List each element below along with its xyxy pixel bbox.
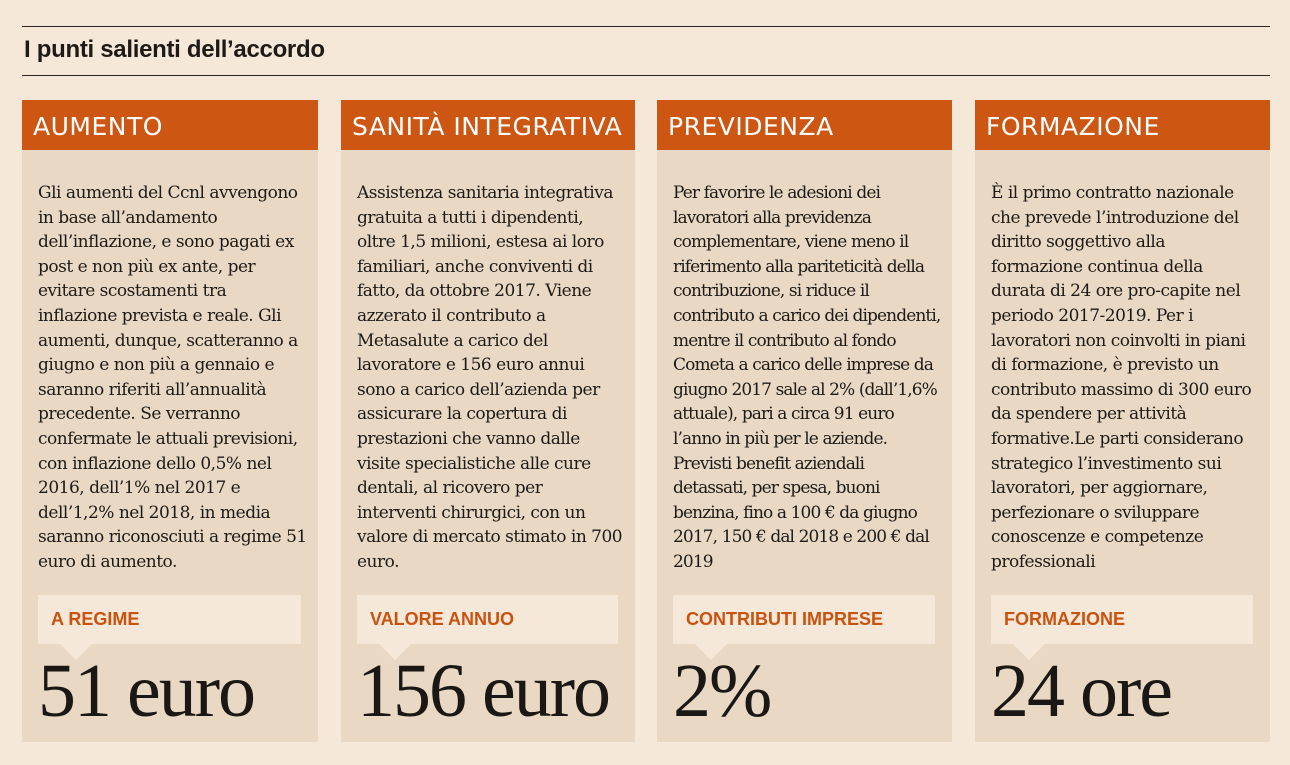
- card-sanita-integrativa: SANITÀ INTEGRATIVA Assistenza sanitaria …: [341, 100, 635, 742]
- card-aumento: AUMENTO Gli aumenti del Ccnl avvengono i…: [22, 100, 318, 742]
- card-text: Assistenza sanitaria integrativa gratuit…: [357, 183, 623, 572]
- card-text: Per favorire le adesioni dei lavoratori …: [673, 183, 941, 572]
- card-callout-label: A REGIME: [38, 595, 301, 660]
- card-key-value: 51 euro: [38, 649, 256, 733]
- card-heading: SANITÀ INTEGRATIVA: [341, 100, 635, 150]
- card-heading: FORMAZIONE: [975, 100, 1270, 150]
- card-key-value: 156 euro: [357, 649, 611, 733]
- title-rule: [22, 75, 1270, 76]
- card-key-value: 24 ore: [991, 649, 1173, 733]
- top-rule: [22, 26, 1270, 27]
- card-text: Gli aumenti del Ccnl avvengono in base a…: [38, 183, 307, 572]
- card-heading: PREVIDENZA: [657, 100, 952, 150]
- card-previdenza: PREVIDENZA Per favorire le adesioni dei …: [657, 100, 952, 742]
- card-formazione: FORMAZIONE È il primo contratto nazional…: [975, 100, 1270, 742]
- card-key-value: 2%: [673, 649, 772, 733]
- card-text: È il primo contratto nazionale che preve…: [991, 183, 1252, 572]
- card-heading: AUMENTO: [22, 100, 318, 150]
- card-callout-label: FORMAZIONE: [991, 595, 1253, 660]
- card-callout-label: VALORE ANNUO: [357, 595, 618, 660]
- page-title: I punti salienti dell’accordo: [24, 36, 325, 63]
- card-callout-label: CONTRIBUTI IMPRESE: [673, 595, 935, 660]
